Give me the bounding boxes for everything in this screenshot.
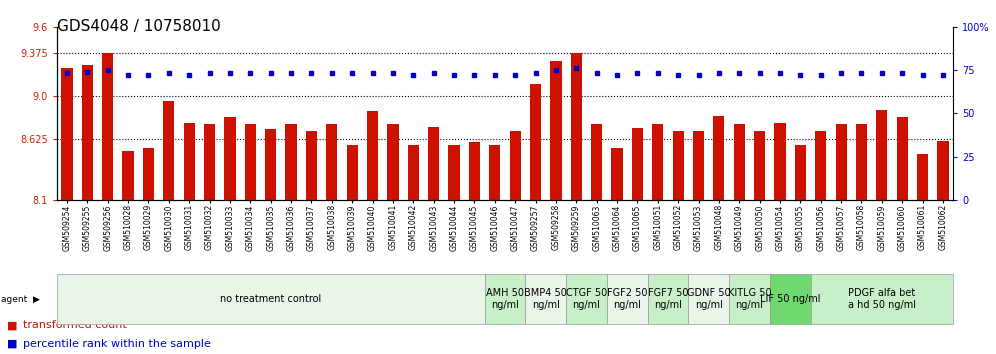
Bar [693, 131, 704, 200]
Bar [591, 124, 603, 200]
Bar [469, 142, 480, 200]
Bar [306, 131, 317, 200]
Bar [713, 116, 724, 200]
Bar [428, 127, 439, 200]
Bar [876, 110, 887, 200]
Text: ■: ■ [7, 320, 18, 330]
Bar [754, 131, 765, 200]
Text: FGF7 50
ng/ml: FGF7 50 ng/ml [647, 288, 688, 310]
Bar [734, 124, 745, 200]
Bar [652, 124, 663, 200]
Bar [836, 124, 847, 200]
Bar [551, 61, 562, 200]
Bar [672, 131, 683, 200]
Bar [163, 101, 174, 200]
Bar [82, 65, 93, 200]
Bar [103, 52, 114, 200]
Bar [795, 144, 806, 200]
Bar [265, 130, 276, 200]
Bar [917, 154, 928, 200]
Text: AMH 50
ng/ml: AMH 50 ng/ml [486, 288, 524, 310]
Text: no treatment control: no treatment control [220, 294, 322, 304]
Text: agent  ▶: agent ▶ [1, 295, 40, 304]
Bar [530, 84, 541, 200]
Bar [631, 128, 643, 200]
Bar [327, 124, 338, 200]
Bar [937, 141, 948, 200]
Bar [142, 148, 154, 200]
Bar [407, 144, 419, 200]
Bar [224, 117, 235, 200]
Bar [204, 124, 215, 200]
Bar [815, 131, 827, 200]
Bar [367, 111, 378, 200]
Text: percentile rank within the sample: percentile rank within the sample [23, 339, 211, 349]
Bar [183, 122, 195, 200]
Text: transformed count: transformed count [23, 320, 126, 330]
Bar [245, 124, 256, 200]
Bar [62, 68, 73, 200]
Text: FGF2 50
ng/ml: FGF2 50 ng/ml [607, 288, 647, 310]
Bar [612, 148, 622, 200]
Text: GDS4048 / 10758010: GDS4048 / 10758010 [57, 19, 220, 34]
Bar [896, 117, 907, 200]
Bar [123, 152, 133, 200]
Bar [775, 122, 786, 200]
Bar [489, 144, 500, 200]
Bar [347, 144, 358, 200]
Text: LIF 50 ng/ml: LIF 50 ng/ml [760, 294, 821, 304]
Text: CTGF 50
ng/ml: CTGF 50 ng/ml [566, 288, 608, 310]
Bar [856, 124, 868, 200]
Text: KITLG 50
ng/ml: KITLG 50 ng/ml [728, 288, 771, 310]
Bar [448, 144, 459, 200]
Bar [286, 124, 297, 200]
Bar [387, 124, 398, 200]
Text: PDGF alfa bet
a hd 50 ng/ml: PDGF alfa bet a hd 50 ng/ml [848, 288, 916, 310]
Text: GDNF 50
ng/ml: GDNF 50 ng/ml [687, 288, 730, 310]
Text: BMP4 50
ng/ml: BMP4 50 ng/ml [524, 288, 567, 310]
Text: ■: ■ [7, 339, 18, 349]
Bar [571, 52, 582, 200]
Bar [510, 131, 521, 200]
